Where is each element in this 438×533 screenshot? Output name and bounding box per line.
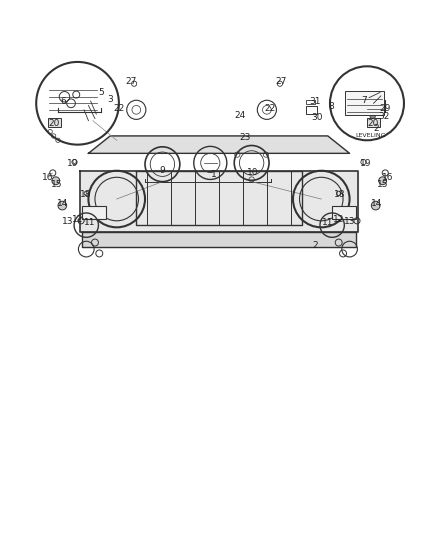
- Text: 14: 14: [371, 199, 382, 208]
- Text: 12: 12: [72, 215, 83, 223]
- Text: 13: 13: [344, 217, 355, 226]
- Bar: [345, 91, 385, 115]
- Bar: [306, 100, 315, 104]
- Text: 16: 16: [42, 173, 53, 182]
- Text: 32: 32: [378, 112, 389, 121]
- Circle shape: [58, 201, 67, 210]
- Text: 8: 8: [328, 102, 334, 111]
- Text: 19: 19: [360, 159, 371, 168]
- Text: 6: 6: [61, 98, 67, 107]
- Bar: [332, 206, 356, 219]
- Text: 11: 11: [322, 219, 334, 228]
- Bar: [367, 100, 385, 112]
- Polygon shape: [88, 136, 350, 154]
- Text: 7: 7: [361, 96, 367, 105]
- Polygon shape: [80, 171, 358, 232]
- Bar: [367, 118, 380, 127]
- Circle shape: [52, 177, 60, 184]
- Text: 30: 30: [311, 112, 323, 122]
- Text: 19: 19: [67, 159, 79, 168]
- Text: 5: 5: [99, 88, 104, 97]
- Text: 3: 3: [107, 95, 113, 104]
- Bar: [306, 107, 317, 114]
- Text: 22: 22: [265, 104, 276, 114]
- Bar: [82, 206, 106, 219]
- Text: 14: 14: [57, 199, 68, 208]
- Text: 11: 11: [84, 219, 95, 228]
- Text: 20: 20: [368, 119, 379, 128]
- Text: 2: 2: [312, 241, 318, 250]
- Circle shape: [370, 114, 375, 119]
- Text: 27: 27: [125, 77, 137, 86]
- Text: 20: 20: [48, 119, 59, 128]
- Text: 16: 16: [382, 173, 394, 182]
- Text: 1: 1: [211, 169, 217, 179]
- Circle shape: [379, 177, 387, 184]
- Text: 13: 13: [62, 217, 73, 226]
- Text: 9: 9: [159, 166, 165, 175]
- Text: 15: 15: [51, 180, 62, 189]
- Polygon shape: [82, 232, 356, 247]
- Text: 18: 18: [334, 190, 346, 199]
- Text: 15: 15: [376, 180, 388, 189]
- Text: LEVELING: LEVELING: [355, 133, 386, 139]
- Bar: [48, 118, 61, 127]
- Text: 10: 10: [247, 168, 259, 177]
- Text: 29: 29: [380, 104, 391, 114]
- Text: 23: 23: [240, 133, 251, 142]
- Text: 27: 27: [276, 77, 287, 86]
- Circle shape: [371, 201, 380, 210]
- Text: 12: 12: [333, 215, 344, 223]
- Text: 2: 2: [374, 124, 379, 133]
- Text: 31: 31: [309, 98, 321, 107]
- Text: 24: 24: [234, 111, 246, 120]
- Text: 18: 18: [80, 190, 91, 199]
- Text: 22: 22: [113, 104, 124, 114]
